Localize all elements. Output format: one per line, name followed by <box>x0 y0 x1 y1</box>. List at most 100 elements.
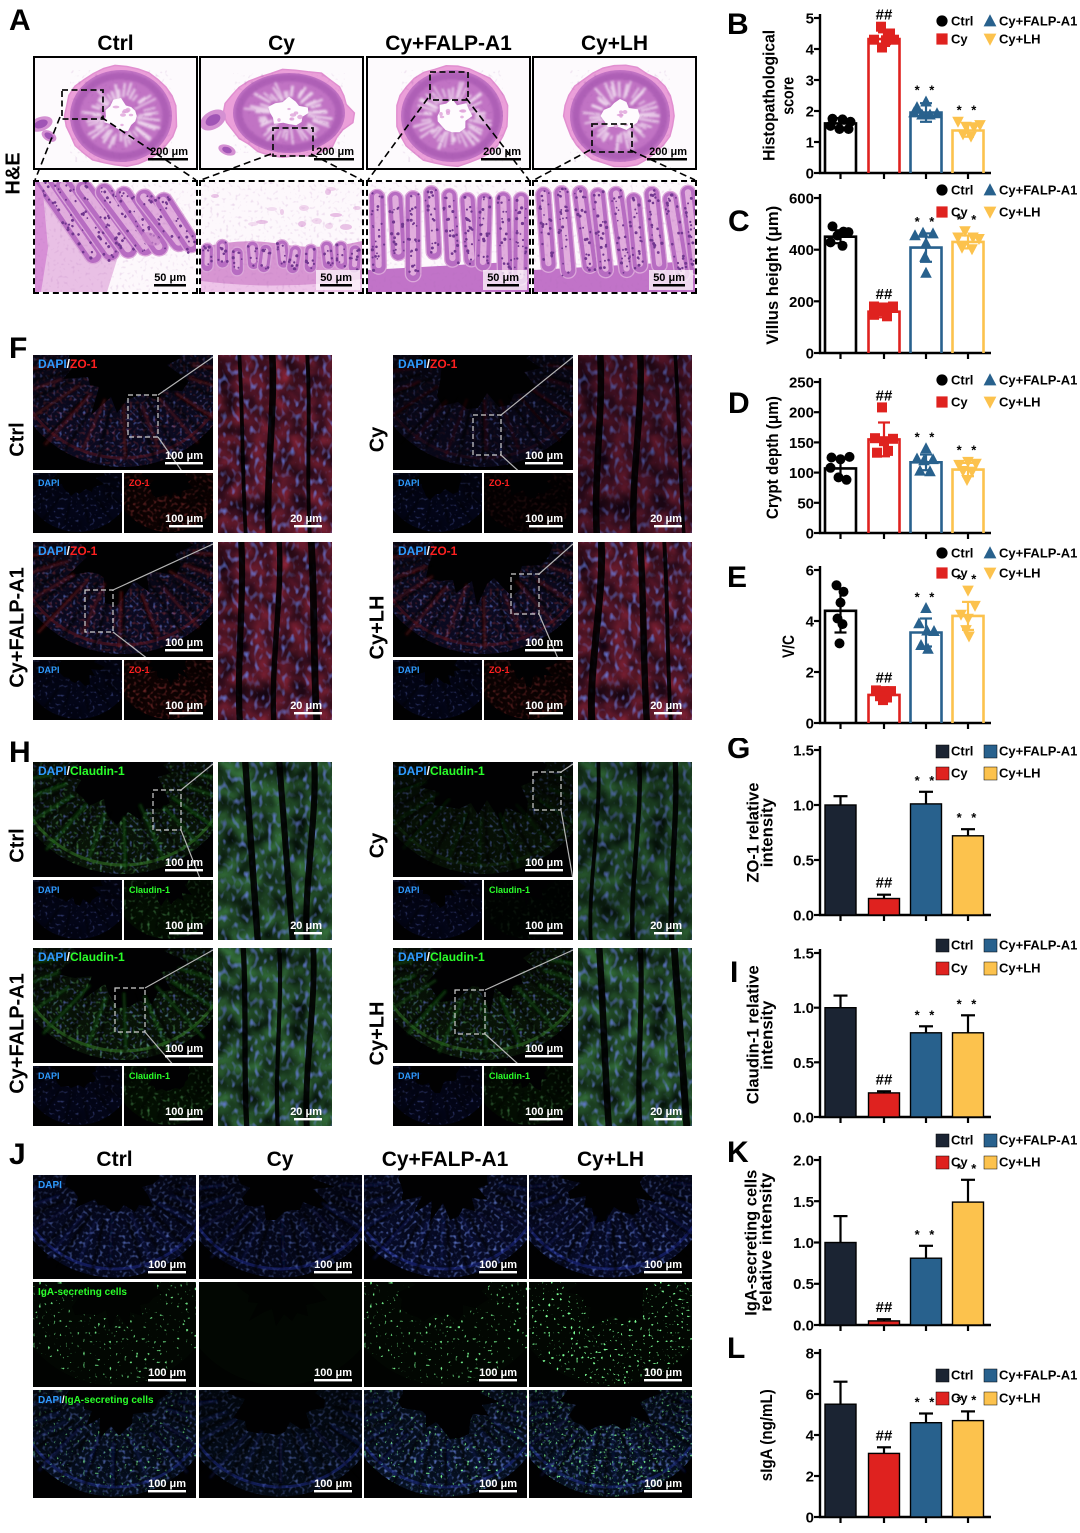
svg-text:Cy+FALP-A1: Cy+FALP-A1 <box>999 183 1077 198</box>
svg-text:relative intensity: relative intensity <box>758 1172 776 1312</box>
svg-text:Cy+LH: Cy+LH <box>999 566 1041 581</box>
svg-text:100 μm: 100 μm <box>314 1367 352 1379</box>
svg-text:Ctrl: Ctrl <box>951 938 973 953</box>
svg-text:Ctrl: Ctrl <box>951 373 973 388</box>
svg-text:DAPI: DAPI <box>398 885 420 895</box>
svg-text:20 μm: 20 μm <box>290 513 322 525</box>
svg-text:DAPI/ZO-1: DAPI/ZO-1 <box>398 544 458 558</box>
svg-text:20 μm: 20 μm <box>650 513 682 525</box>
svg-text:4: 4 <box>806 42 815 59</box>
svg-text:Ctrl: Ctrl <box>951 183 973 198</box>
svg-text:0: 0 <box>806 526 814 543</box>
svg-text:100 μm: 100 μm <box>644 1478 682 1490</box>
svg-text:ZO-1: ZO-1 <box>129 478 150 488</box>
svg-text:Cy: Cy <box>951 395 968 410</box>
svg-text:8: 8 <box>806 1346 814 1363</box>
svg-text:DAPI: DAPI <box>38 478 60 488</box>
svg-text:100 μm: 100 μm <box>165 700 203 712</box>
svg-text:DAPI/Claudin-1: DAPI/Claudin-1 <box>38 764 125 778</box>
svg-text:100 μm: 100 μm <box>314 1259 352 1271</box>
svg-text:Claudin-1: Claudin-1 <box>129 1071 170 1081</box>
svg-text:100 μm: 100 μm <box>165 637 203 649</box>
svg-text:20 μm: 20 μm <box>290 920 322 932</box>
svg-text:G: G <box>727 738 750 765</box>
svg-text:0: 0 <box>806 1510 814 1527</box>
svg-text:Cy+LH: Cy+LH <box>999 1391 1041 1406</box>
svg-text:Cy+LH: Cy+LH <box>999 961 1041 976</box>
svg-text:100 μm: 100 μm <box>165 513 203 525</box>
svg-text:100 μm: 100 μm <box>525 1106 563 1118</box>
svg-text:Cy+LH: Cy+LH <box>999 32 1041 47</box>
svg-text:600: 600 <box>789 191 814 208</box>
svg-text:Ctrl: Ctrl <box>951 1368 973 1383</box>
svg-text:2.0: 2.0 <box>793 1153 814 1170</box>
svg-text:100 μm: 100 μm <box>525 513 563 525</box>
svg-text:100 μm: 100 μm <box>525 920 563 932</box>
svg-text:100 μm: 100 μm <box>148 1259 186 1271</box>
svg-text:Crypt depth (μm): Crypt depth (μm) <box>764 396 782 519</box>
svg-text:100 μm: 100 μm <box>479 1259 517 1271</box>
svg-text:6: 6 <box>806 563 814 580</box>
svg-text:DAPI/Claudin-1: DAPI/Claudin-1 <box>398 764 485 778</box>
svg-text:K: K <box>727 1136 749 1169</box>
svg-text:100: 100 <box>789 465 814 482</box>
svg-text:* *: * * <box>915 1007 938 1022</box>
svg-text:100 μm: 100 μm <box>525 450 563 462</box>
svg-text:* *: * * <box>915 773 938 788</box>
svg-text:1.5: 1.5 <box>793 743 814 760</box>
svg-text:* *: * * <box>957 443 980 458</box>
svg-text:4: 4 <box>806 614 815 631</box>
svg-text:3: 3 <box>806 73 814 90</box>
svg-text:##: ## <box>876 7 893 24</box>
svg-text:0.0: 0.0 <box>793 908 814 925</box>
svg-text:DAPI/IgA-secreting cells: DAPI/IgA-secreting cells <box>38 1395 154 1406</box>
svg-text:4: 4 <box>806 1428 815 1445</box>
svg-text:Ctrl: Ctrl <box>951 744 973 759</box>
svg-text:20 μm: 20 μm <box>650 700 682 712</box>
svg-text:1.0: 1.0 <box>793 798 814 815</box>
svg-text:D: D <box>728 387 750 420</box>
svg-text:Cy+FALP-A1: Cy+FALP-A1 <box>999 938 1077 953</box>
svg-text:150: 150 <box>789 435 814 452</box>
svg-text:Ctrl: Ctrl <box>951 1133 973 1148</box>
svg-text:ZO-1: ZO-1 <box>129 665 150 675</box>
svg-text:V/C: V/C <box>780 635 798 658</box>
svg-text:1.5: 1.5 <box>793 946 814 963</box>
svg-text:100 μm: 100 μm <box>525 1043 563 1055</box>
svg-text:##: ## <box>876 1299 893 1316</box>
svg-text:200: 200 <box>789 405 814 422</box>
svg-text:100 μm: 100 μm <box>148 1478 186 1490</box>
svg-text:100 μm: 100 μm <box>644 1259 682 1271</box>
svg-text:ZO-1: ZO-1 <box>489 665 510 675</box>
svg-text:* *: * * <box>915 1227 938 1242</box>
svg-text:* *: * * <box>915 429 938 444</box>
svg-text:20 μm: 20 μm <box>290 1106 322 1118</box>
svg-text:DAPI: DAPI <box>38 1180 62 1191</box>
svg-text:2: 2 <box>806 665 814 682</box>
svg-text:Ctrl: Ctrl <box>951 546 973 561</box>
svg-text:Cy+FALP-A1: Cy+FALP-A1 <box>999 373 1077 388</box>
svg-text:0.5: 0.5 <box>793 853 814 870</box>
svg-text:5: 5 <box>806 11 814 28</box>
svg-text:20 μm: 20 μm <box>650 920 682 932</box>
svg-text:20 μm: 20 μm <box>650 1106 682 1118</box>
svg-text:100 μm: 100 μm <box>525 637 563 649</box>
svg-text:DAPI/ZO-1: DAPI/ZO-1 <box>38 357 98 371</box>
svg-text:Cy+FALP-A1: Cy+FALP-A1 <box>999 744 1077 759</box>
svg-text:100 μm: 100 μm <box>314 1478 352 1490</box>
svg-text:DAPI: DAPI <box>398 478 420 488</box>
svg-text:100 μm: 100 μm <box>165 920 203 932</box>
svg-text:Cy: Cy <box>951 566 968 581</box>
svg-text:intensity: intensity <box>759 1000 777 1070</box>
svg-text:100 μm: 100 μm <box>479 1478 517 1490</box>
svg-text:Claudin-1: Claudin-1 <box>129 885 170 895</box>
svg-text:Cy+LH: Cy+LH <box>999 205 1041 220</box>
svg-text:##: ## <box>876 1071 893 1088</box>
svg-text:100 μm: 100 μm <box>165 857 203 869</box>
svg-text:100 μm: 100 μm <box>148 1367 186 1379</box>
svg-text:250: 250 <box>789 375 814 392</box>
svg-text:0.5: 0.5 <box>793 1276 814 1293</box>
svg-text:2: 2 <box>806 104 814 121</box>
svg-text:0.5: 0.5 <box>793 1055 814 1072</box>
svg-text:6: 6 <box>806 1387 814 1404</box>
